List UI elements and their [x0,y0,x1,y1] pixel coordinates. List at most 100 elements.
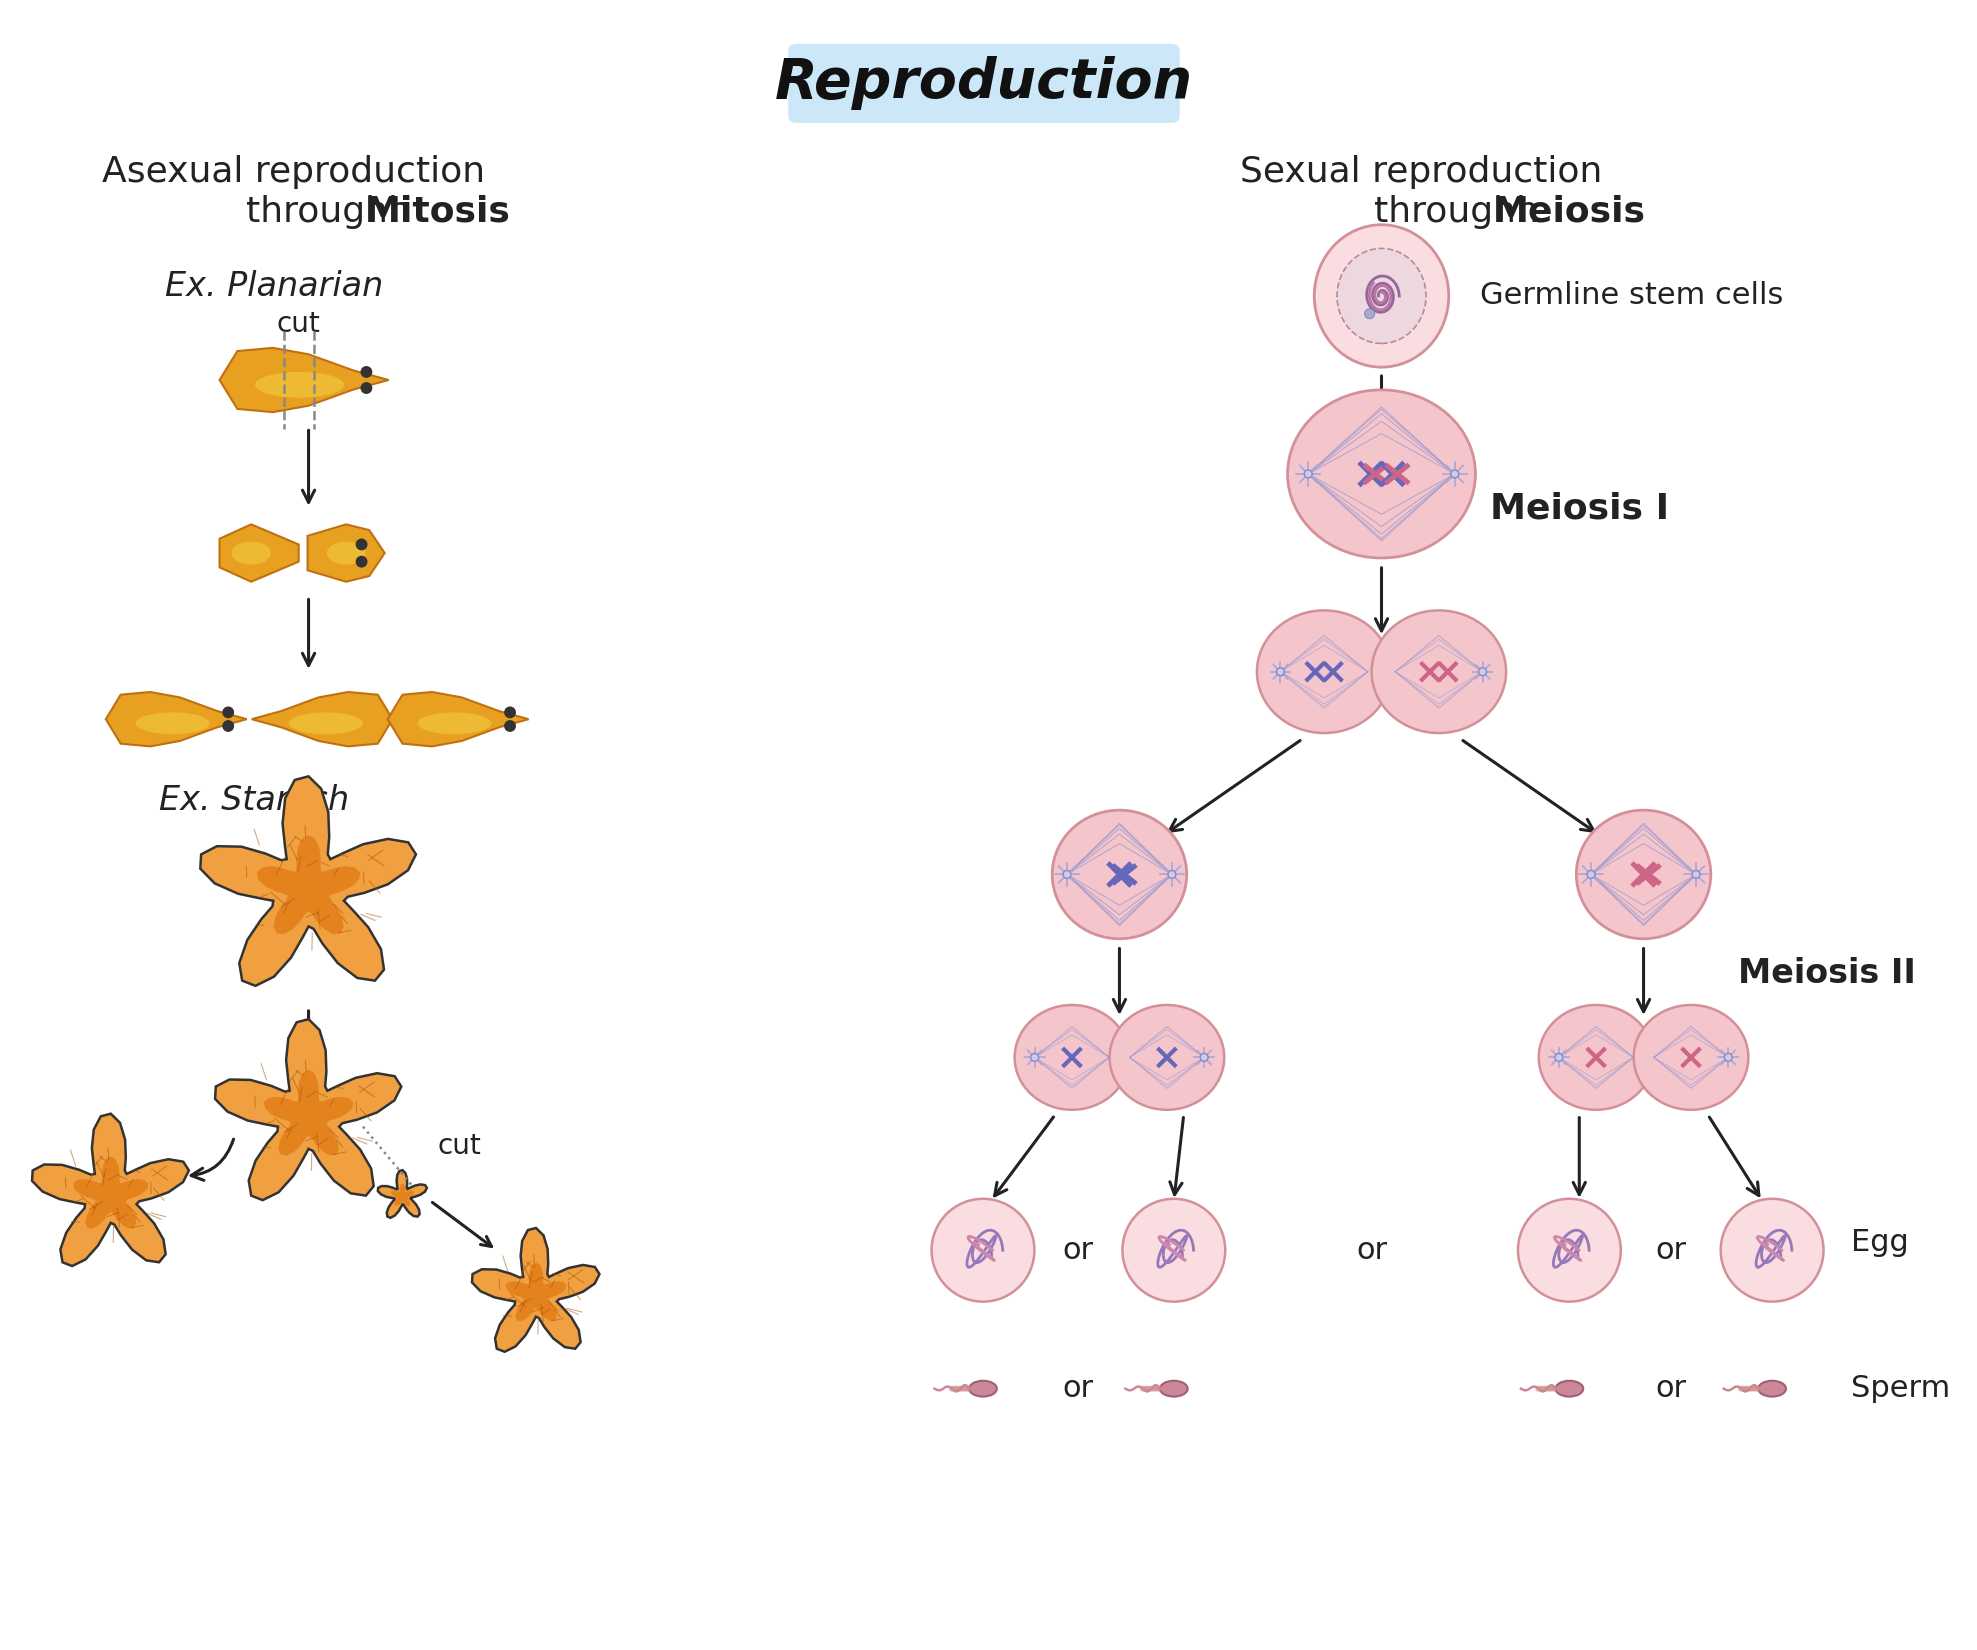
Polygon shape [219,348,389,412]
Circle shape [1364,309,1374,318]
Circle shape [504,719,516,733]
Polygon shape [387,691,528,746]
Text: Germline stem cells: Germline stem cells [1481,282,1783,310]
FancyBboxPatch shape [789,45,1180,122]
Ellipse shape [1257,610,1392,733]
Text: or: or [1655,1236,1686,1264]
Text: cut: cut [437,1132,480,1160]
Ellipse shape [1518,1200,1621,1302]
Polygon shape [200,777,415,985]
Circle shape [1748,1386,1754,1391]
Text: or: or [1064,1236,1093,1264]
Circle shape [1149,1386,1155,1391]
Circle shape [1750,1386,1756,1391]
Circle shape [951,1386,957,1391]
Circle shape [1538,1386,1544,1391]
Text: throughh: throughh [1374,195,1550,229]
Ellipse shape [1109,1005,1224,1110]
Circle shape [1554,1053,1562,1061]
Circle shape [1064,871,1072,878]
Circle shape [1542,1386,1548,1391]
Circle shape [1692,871,1700,878]
Text: Asexual reproduction: Asexual reproduction [103,155,484,190]
Ellipse shape [1720,1200,1823,1302]
Circle shape [1155,1386,1160,1391]
Text: throughh: throughh [247,195,423,229]
Circle shape [1754,1386,1760,1391]
Ellipse shape [1556,1381,1584,1396]
Circle shape [949,1386,955,1391]
Circle shape [221,719,233,733]
Polygon shape [308,525,386,582]
Text: Meiosis I: Meiosis I [1491,492,1669,526]
Polygon shape [473,1228,599,1351]
Ellipse shape [1315,224,1449,368]
Ellipse shape [1287,389,1475,558]
Ellipse shape [1538,1005,1653,1110]
Text: or: or [1064,1374,1093,1402]
Polygon shape [378,1170,427,1218]
Circle shape [356,556,368,568]
Ellipse shape [1014,1005,1129,1110]
Text: Sperm: Sperm [1850,1374,1951,1402]
Polygon shape [257,835,360,934]
Circle shape [504,706,516,718]
Ellipse shape [1633,1005,1748,1110]
Polygon shape [215,1020,401,1200]
Circle shape [1143,1386,1149,1391]
Circle shape [1546,1386,1552,1391]
Circle shape [1168,871,1176,878]
Circle shape [1145,1386,1151,1391]
Ellipse shape [231,541,271,564]
Circle shape [1744,1386,1750,1391]
Circle shape [1536,1386,1542,1391]
Circle shape [1139,1386,1145,1391]
Polygon shape [263,1069,354,1155]
Ellipse shape [1123,1200,1226,1302]
Circle shape [1552,1386,1558,1391]
Circle shape [1277,668,1285,676]
Circle shape [1746,1386,1752,1391]
Ellipse shape [1052,810,1186,939]
Polygon shape [219,525,299,582]
Ellipse shape [1160,1381,1188,1396]
Ellipse shape [969,1381,996,1396]
Circle shape [1479,668,1487,676]
Circle shape [1756,1386,1762,1391]
Circle shape [1724,1053,1732,1061]
Circle shape [1305,470,1313,478]
Polygon shape [73,1157,148,1229]
Circle shape [221,706,233,718]
Text: Mitosis: Mitosis [366,195,510,229]
Circle shape [961,1386,967,1391]
Text: or: or [1356,1236,1388,1264]
Text: Meiosis II: Meiosis II [1738,957,1916,990]
Circle shape [360,383,372,394]
Circle shape [959,1386,965,1391]
Circle shape [967,1386,973,1391]
Ellipse shape [289,713,364,734]
Polygon shape [32,1114,190,1266]
Ellipse shape [1372,610,1506,733]
Circle shape [1153,1386,1159,1391]
Polygon shape [251,691,393,746]
Text: Meiosis: Meiosis [1493,195,1645,229]
Text: Ex. Starfish: Ex. Starfish [158,784,350,817]
Polygon shape [391,1183,415,1206]
Circle shape [1550,1386,1556,1391]
Circle shape [1588,871,1595,878]
Text: Ex. Planarian: Ex. Planarian [164,269,384,302]
Circle shape [1740,1386,1746,1391]
Text: cut: cut [277,310,320,338]
Circle shape [963,1386,969,1391]
Circle shape [957,1386,963,1391]
Circle shape [1157,1386,1162,1391]
Text: Reproduction: Reproduction [775,56,1192,111]
Circle shape [1147,1386,1153,1391]
Ellipse shape [326,541,366,564]
Circle shape [1200,1053,1208,1061]
Ellipse shape [1758,1381,1785,1396]
Circle shape [953,1386,959,1391]
Circle shape [1540,1386,1546,1391]
Circle shape [1030,1053,1038,1061]
